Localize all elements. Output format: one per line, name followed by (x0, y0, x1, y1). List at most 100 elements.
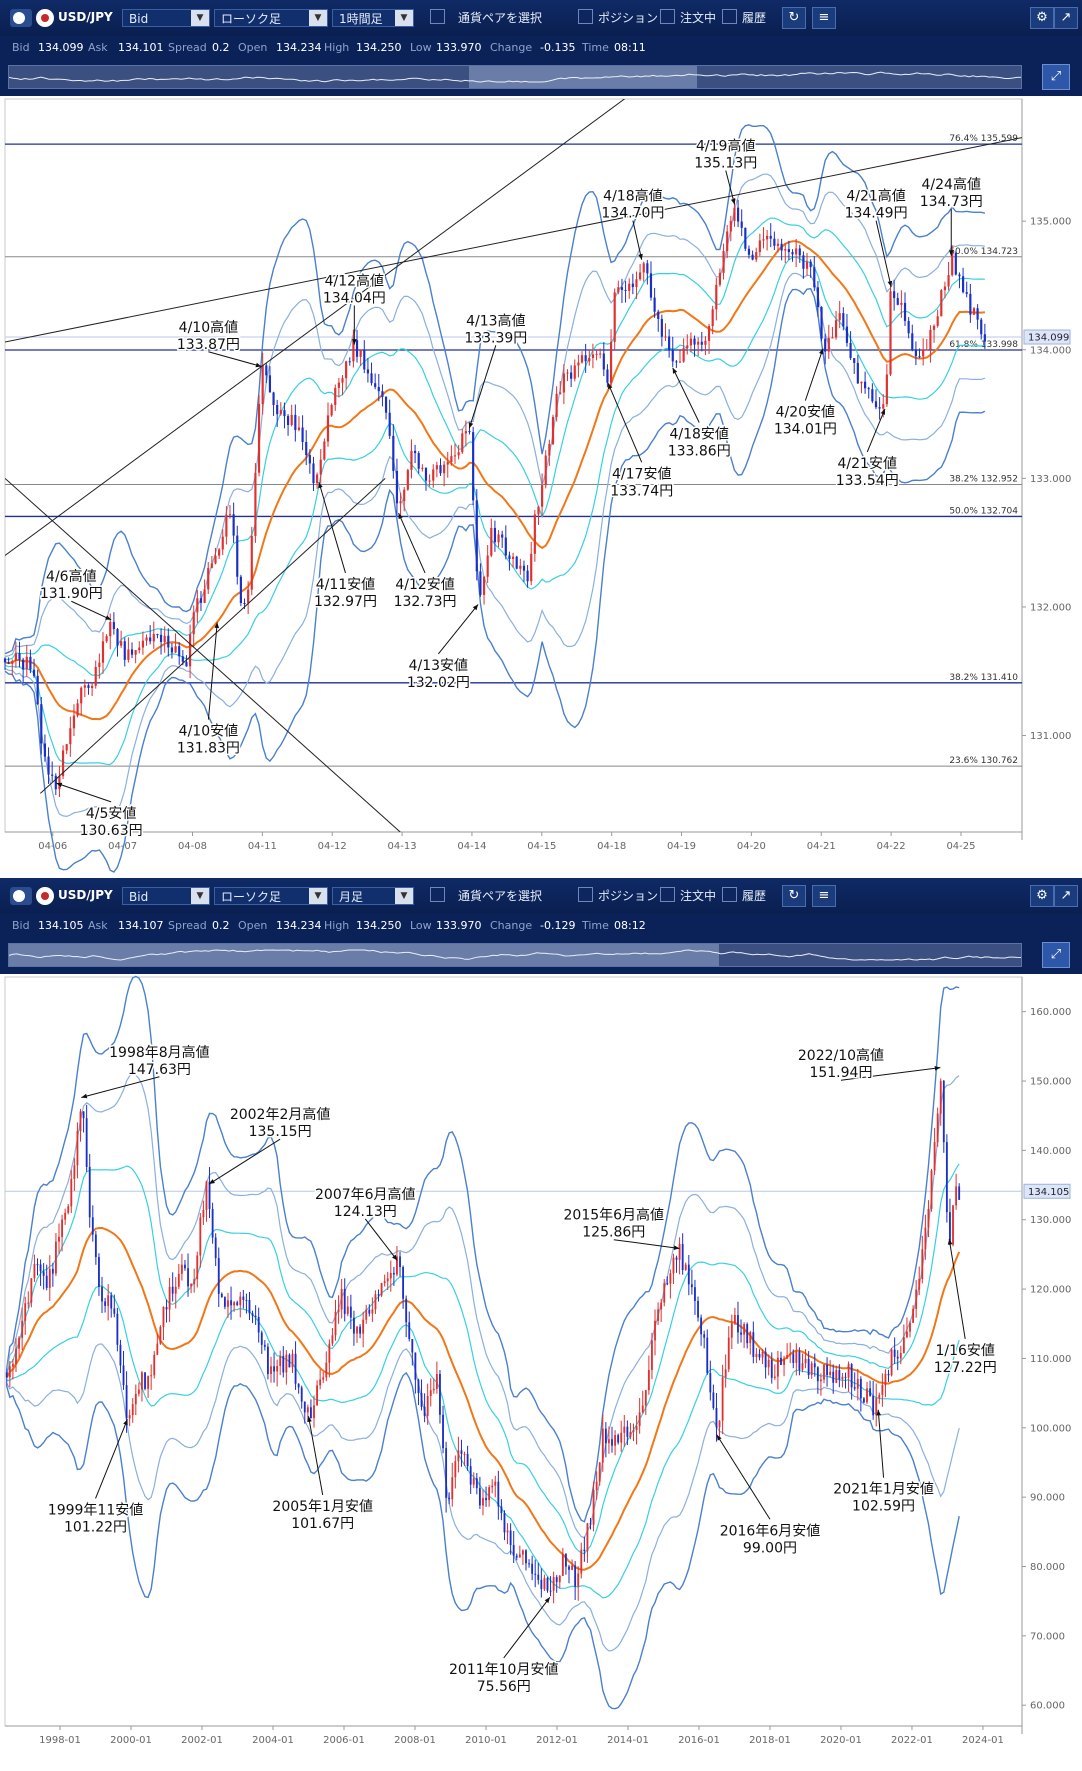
candle-body (236, 1302, 239, 1306)
price-type-select[interactable]: Bid ▼ (122, 9, 210, 27)
current-price-label: 134.105 (1028, 1187, 1069, 1198)
navigator-selection[interactable] (9, 944, 720, 966)
candle-body (85, 1118, 88, 1167)
candle-body (762, 239, 765, 241)
candle-body (635, 1426, 638, 1431)
candle-body (147, 1376, 150, 1389)
candle-body (21, 1320, 24, 1338)
annotation-value: 134.04円 (323, 290, 386, 306)
annotation-leader-line (208, 1138, 281, 1185)
current-price-tag (1023, 329, 1071, 345)
x-tick-label: 04-22 (877, 841, 906, 852)
bollinger-band-3sigma (4, 288, 986, 873)
price-type-select[interactable]: Bid ▼ (122, 887, 210, 905)
candle-body (620, 1432, 623, 1443)
list-icon[interactable]: ≡ (812, 885, 836, 907)
candle-body (417, 1379, 420, 1394)
candle-body (866, 1388, 868, 1403)
expand-icon[interactable]: ⤢ (1042, 942, 1070, 968)
annotation-value: 127.22円 (934, 1360, 997, 1376)
history-checkbox[interactable] (722, 9, 737, 24)
candle-body (127, 649, 130, 660)
candle-body (423, 1406, 426, 1416)
candle-body (442, 1414, 444, 1449)
candle-body (660, 1302, 663, 1310)
candle-body (377, 386, 380, 392)
navigator-track[interactable] (8, 943, 1022, 967)
candle-body (396, 1256, 398, 1275)
candle-body (348, 361, 351, 363)
orders-checkbox[interactable] (660, 9, 675, 24)
navigator-sparkline (9, 71, 1021, 83)
candle-body (116, 1313, 119, 1345)
chevron-down-icon[interactable]: ▼ (309, 10, 327, 26)
timeframe-select[interactable]: 1時間足 ▼ (332, 9, 414, 27)
select-pair-button[interactable]: 通貨ペアを選択 (458, 11, 543, 25)
candle-body (606, 369, 609, 383)
annotation-leader-line (877, 1409, 885, 1478)
candle-body (239, 576, 242, 603)
annotation-arrowhead (56, 782, 63, 788)
refresh-icon[interactable]: ↻ (782, 7, 806, 29)
candle-body (515, 1555, 518, 1558)
candle-body (912, 1308, 915, 1323)
popout-icon[interactable]: ↗ (1054, 885, 1078, 907)
candle-body (184, 1264, 186, 1269)
refresh-icon[interactable]: ↻ (782, 885, 806, 907)
annotation-value: 132.02円 (407, 675, 470, 691)
navigator-track[interactable] (8, 65, 1022, 89)
candle-body (410, 450, 413, 470)
candle-body (196, 598, 199, 613)
candle-body (972, 308, 976, 315)
fibonacci-level-label: 50.0% 134.723 (949, 247, 1018, 257)
expand-icon[interactable]: ⤢ (1042, 64, 1070, 90)
popout-icon[interactable]: ↗ (1054, 7, 1078, 29)
candle-body (112, 622, 115, 630)
position-checkbox[interactable] (578, 9, 593, 24)
navigator-selection[interactable] (469, 66, 698, 88)
bid-label: Bid (12, 41, 30, 54)
candle-body (352, 340, 355, 362)
candle-body (638, 1412, 641, 1427)
candle-body (402, 1267, 405, 1299)
candle-body (399, 1256, 401, 1268)
candle-body (374, 1294, 377, 1310)
list-icon[interactable]: ≡ (812, 7, 836, 29)
candle-body (936, 1113, 939, 1143)
candle-body (32, 669, 36, 676)
select-pair-button[interactable]: 通貨ペアを選択 (458, 889, 543, 903)
candle-body (120, 641, 123, 646)
orders-checkbox[interactable] (660, 887, 675, 902)
annotation-title: 4/11安値 (316, 577, 375, 593)
chevron-down-icon[interactable]: ▼ (191, 888, 209, 904)
candle-body (613, 292, 616, 342)
x-tick-label: 04-06 (38, 841, 67, 852)
us-flag-icon (10, 9, 32, 27)
chart-type-select[interactable]: ローソク足 ▼ (214, 887, 328, 905)
pair-select-checkbox[interactable] (430, 887, 445, 902)
chevron-down-icon[interactable]: ▼ (395, 888, 413, 904)
candle-body (421, 467, 424, 469)
pair-select-checkbox[interactable] (430, 9, 445, 24)
chart-type-select[interactable]: ローソク足 ▼ (214, 9, 328, 27)
candle-body (366, 369, 369, 374)
chevron-down-icon[interactable]: ▼ (191, 10, 209, 26)
history-checkbox[interactable] (722, 887, 737, 902)
candle-body (322, 1377, 325, 1380)
candle-body (722, 251, 725, 273)
candle-body (573, 365, 576, 379)
candle-body (248, 1300, 251, 1314)
timeframe-select[interactable]: 月足 ▼ (332, 887, 414, 905)
annotation-leader-line (716, 1434, 771, 1520)
gear-icon[interactable]: ⚙ (1030, 885, 1054, 907)
chevron-down-icon[interactable]: ▼ (309, 888, 327, 904)
position-checkbox[interactable] (578, 887, 593, 902)
candle-body (131, 1404, 134, 1416)
candle-body (949, 1212, 951, 1245)
gear-icon[interactable]: ⚙ (1030, 7, 1054, 29)
candle-body (392, 1272, 395, 1275)
candle-body (936, 316, 939, 326)
candle-body (334, 1311, 337, 1336)
candle-body (881, 1385, 884, 1395)
chevron-down-icon[interactable]: ▼ (395, 10, 413, 26)
